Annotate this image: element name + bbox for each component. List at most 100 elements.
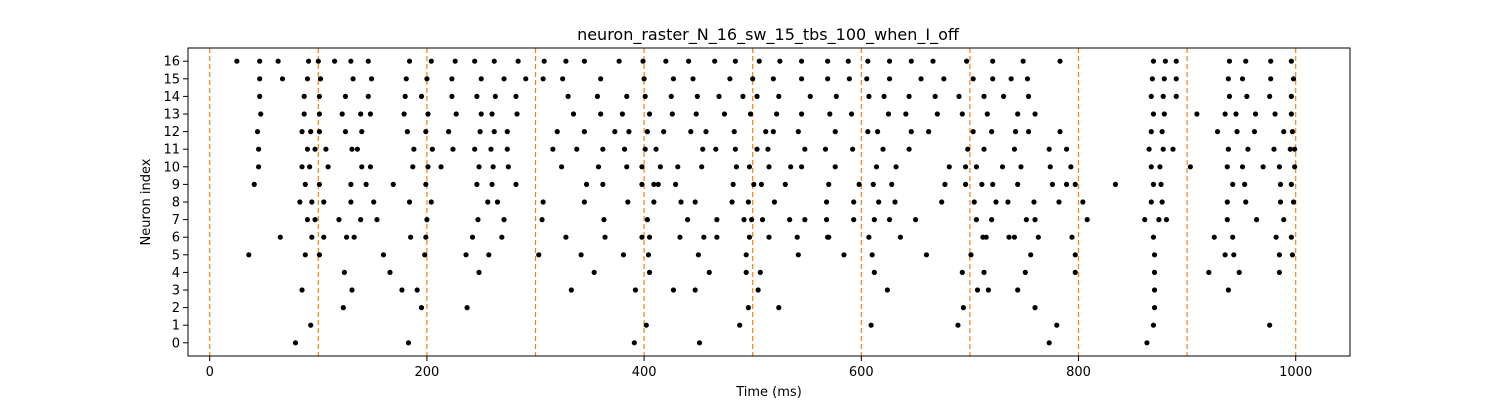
spike-point [349, 146, 355, 152]
spike-point [602, 234, 608, 240]
spike-point [1006, 234, 1012, 240]
spike-point [499, 234, 505, 240]
spike-point [868, 322, 874, 328]
spike-point [1224, 199, 1230, 205]
y-tick-label: 16 [163, 55, 180, 70]
spike-point [787, 217, 793, 223]
spike-point [1225, 146, 1231, 152]
spike-point [798, 164, 805, 170]
spike-point [1150, 322, 1157, 328]
spike-point [423, 129, 429, 135]
spike-point [1020, 58, 1026, 64]
spike-point [939, 199, 945, 205]
spike-point [536, 252, 542, 258]
spike-point [1273, 234, 1279, 240]
spike-point [766, 234, 772, 240]
spike-point [826, 181, 832, 187]
spike-point [299, 129, 305, 135]
spike-point [513, 181, 519, 187]
spike-point [750, 76, 756, 82]
spike-point [822, 146, 829, 152]
spike-point [404, 129, 410, 135]
spike-point [469, 234, 476, 240]
spike-point [246, 252, 252, 258]
spike-point [308, 129, 314, 135]
spike-point [897, 234, 904, 240]
spike-point [1288, 234, 1294, 240]
spike-point [332, 58, 338, 64]
spike-point [1239, 76, 1246, 82]
spike-point [886, 217, 893, 223]
spike-point [1276, 269, 1283, 275]
spike-point [770, 76, 776, 82]
spike-point [1148, 129, 1154, 135]
spike-point [598, 111, 604, 117]
spike-point [1018, 164, 1024, 170]
spike-point [1151, 269, 1158, 275]
spike-point [983, 234, 989, 240]
spike-point [703, 129, 709, 135]
spike-point [696, 340, 703, 346]
spike-point [626, 129, 632, 135]
spike-point [257, 93, 263, 99]
spike-point [472, 58, 478, 64]
spike-point [1162, 58, 1168, 64]
spike-point [486, 252, 492, 258]
spike-point [670, 76, 677, 82]
spike-point [970, 129, 976, 135]
spike-point [305, 58, 312, 64]
spike-point [889, 181, 895, 187]
spike-point [489, 111, 495, 117]
spike-point [1149, 76, 1155, 82]
spike-point [1226, 93, 1233, 99]
spike-point [1057, 58, 1063, 64]
spike-point [798, 111, 805, 117]
spike-point [358, 111, 364, 117]
spike-point [970, 76, 976, 82]
spike-point [351, 234, 357, 240]
spike-point [745, 199, 751, 205]
spike-point [620, 252, 627, 258]
spike-point [985, 287, 991, 293]
spike-point [581, 199, 587, 205]
spike-point [965, 146, 971, 152]
spike-point [424, 76, 430, 82]
spike-point [478, 76, 484, 82]
spike-point [625, 199, 631, 205]
spike-point [721, 111, 728, 117]
spike-point [646, 234, 653, 240]
spike-point [765, 146, 771, 152]
spike-point [981, 146, 987, 152]
spike-point [1267, 93, 1273, 99]
spike-point [474, 181, 480, 187]
spike-point [1281, 129, 1287, 135]
spike-point [1084, 217, 1090, 223]
spike-point [1035, 234, 1041, 240]
spike-point [1289, 252, 1296, 258]
spike-point [302, 181, 308, 187]
spike-point [540, 199, 546, 205]
spike-point [1288, 93, 1294, 99]
spike-point [425, 164, 431, 170]
spike-point [756, 58, 762, 64]
spike-point [251, 181, 257, 187]
y-tick-label: 1 [172, 319, 180, 334]
spike-point [1225, 76, 1231, 82]
spike-point [492, 93, 498, 99]
spike-point [776, 93, 782, 99]
spike-point [1032, 305, 1038, 311]
spike-point [655, 181, 661, 187]
spike-point [292, 340, 299, 346]
spike-point [540, 76, 546, 82]
spike-point [1156, 217, 1162, 223]
spike-point [1233, 111, 1239, 117]
spike-point [1243, 58, 1249, 64]
spike-point [341, 269, 347, 275]
spike-point [343, 234, 350, 240]
spike-point [452, 58, 458, 64]
spike-point [807, 93, 813, 99]
spike-point [560, 76, 566, 82]
spike-point [316, 181, 323, 187]
spike-point [643, 322, 649, 328]
